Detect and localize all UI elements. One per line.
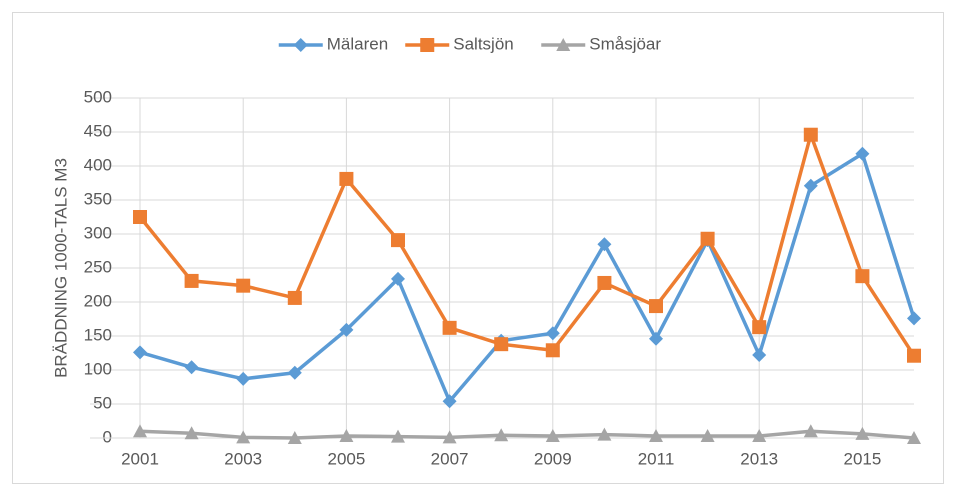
x-tick-label: 2005 [327,449,365,468]
x-tick-label: 2009 [534,449,572,468]
marker [236,371,251,386]
y-tick-label: 50 [93,393,112,412]
marker [700,428,715,442]
marker [184,273,199,288]
marker [391,271,405,286]
marker [133,345,147,360]
series-line [139,429,915,440]
y-tick-label: 400 [84,155,112,174]
y-tick-label: 0 [103,427,112,446]
marker [184,360,199,375]
marker [339,322,354,337]
marker [287,431,302,444]
x-tick-label: 2001 [121,449,159,468]
marker [556,38,571,51]
marker [391,233,405,248]
marker [649,428,663,442]
marker [545,343,560,358]
y-tick-label: 150 [84,325,112,344]
marker [907,311,921,326]
series-line [138,132,916,357]
marker [133,424,147,438]
x-tick-label: 2015 [843,449,881,468]
y-tick-label: 450 [84,121,112,140]
marker [752,428,767,442]
marker [545,428,560,442]
x-tick-label: 2013 [740,449,778,468]
legend-label: Mälaren [327,34,388,53]
marker [287,365,302,380]
marker [803,127,818,142]
y-tick-label: 500 [84,87,112,106]
marker [133,210,147,224]
series-line [139,152,916,404]
y-tick-label: 350 [84,189,112,208]
marker [184,426,199,440]
y-tick-label: 300 [84,223,112,242]
marker [649,299,663,314]
marker [391,429,405,443]
marker [287,290,302,305]
marker [752,348,767,363]
marker [339,171,354,186]
marker [236,278,251,293]
x-tick-label: 2003 [224,449,262,468]
marker [293,38,308,52]
marker [649,331,663,346]
marker [420,38,435,52]
marker [442,394,457,409]
marker [494,337,509,352]
y-tick-label: 100 [84,359,112,378]
x-tick-label: 2011 [638,449,675,468]
marker [494,428,509,442]
marker [339,428,354,442]
marker [236,430,251,444]
marker [597,275,612,290]
chart-frame [12,12,944,484]
y-tick-label: 250 [84,257,112,276]
marker [855,269,870,284]
marker [803,424,818,438]
marker [752,320,767,335]
marker [907,431,921,444]
marker [545,326,560,341]
marker [855,146,870,161]
y-tick-label: 200 [84,291,112,310]
marker [597,237,612,252]
legend-label: Småsjöar [589,34,661,53]
y-axis-label: BRÄDDNING 1000-TALS M3 [51,158,70,378]
marker [442,320,457,335]
marker [700,231,715,246]
marker [442,430,457,444]
marker [855,426,870,440]
marker [803,178,818,193]
marker [597,427,612,441]
marker [907,348,921,363]
legend-label: Saltsjön [453,34,513,53]
x-tick-label: 2007 [431,449,469,468]
